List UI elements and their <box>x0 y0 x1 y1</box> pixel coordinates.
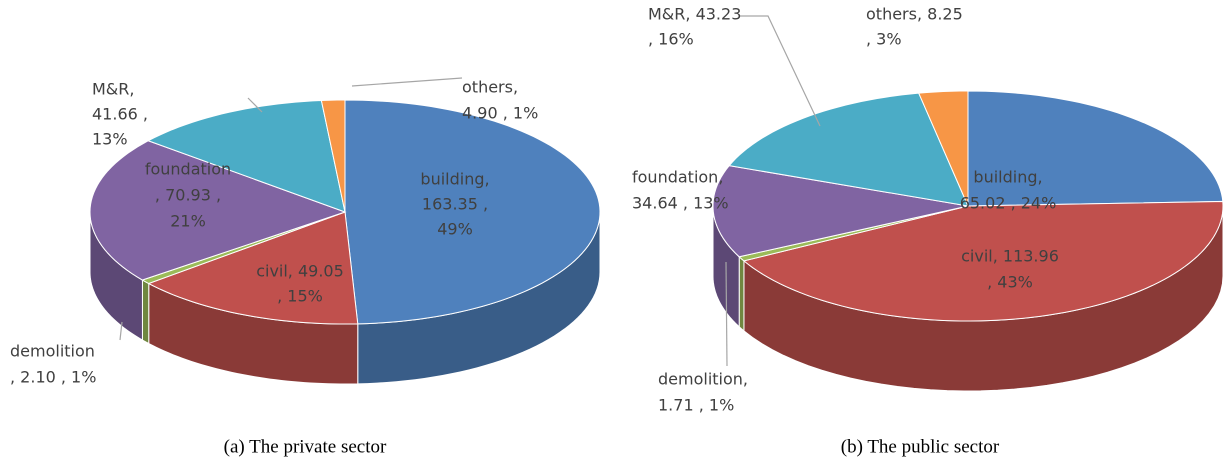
data-label: 4.90 , 1% <box>462 104 538 123</box>
leader-line <box>351 77 463 87</box>
data-label: , 43% <box>987 273 1033 292</box>
data-label: demolition, <box>658 370 748 389</box>
data-label: M&R, <box>92 80 134 99</box>
data-label: 49% <box>437 220 473 239</box>
data-label: , 3% <box>866 30 902 49</box>
slice <box>147 99 346 213</box>
leader-line <box>740 15 821 127</box>
data-label: building, <box>973 168 1042 187</box>
data-label: demolition <box>10 342 95 361</box>
data-label: , 15% <box>277 287 323 306</box>
slice <box>147 211 359 325</box>
slice <box>89 140 347 281</box>
data-label: building, <box>420 170 489 189</box>
slice-side <box>141 279 150 345</box>
data-label: 13% <box>92 130 128 149</box>
slice-side <box>738 255 745 332</box>
slice <box>320 99 346 213</box>
data-label: 21% <box>170 212 206 231</box>
slice <box>742 200 1224 322</box>
data-label: 41.66 , <box>92 105 148 124</box>
data-label: M&R, 43.23 <box>648 5 741 24</box>
data-label: civil, 113.96 <box>961 247 1059 266</box>
data-label: foundation, <box>632 168 723 187</box>
caption: (a) The private sector <box>224 436 387 457</box>
data-label: others, 8.25 <box>866 5 963 24</box>
slice <box>918 90 969 207</box>
leader-line <box>247 97 263 113</box>
data-label: 34.64 , 13% <box>632 194 729 213</box>
slice <box>344 99 601 325</box>
data-label: 1.71 , 1% <box>658 396 734 415</box>
data-label: , 2.10 , 1% <box>10 368 96 387</box>
slice <box>728 92 969 207</box>
data-label: 65.02 , 24% <box>960 194 1057 213</box>
data-label: foundation <box>145 160 231 179</box>
data-label: , 16% <box>648 30 694 49</box>
data-label: , 70.93 , <box>155 186 221 205</box>
slice <box>967 90 1224 207</box>
data-label: others, <box>462 78 518 97</box>
leader-line <box>119 321 123 341</box>
data-label: 163.35 , <box>422 195 488 214</box>
caption: (b) The public sector <box>841 436 1000 457</box>
leader-line <box>725 261 728 367</box>
data-label: civil, 49.05 <box>256 262 344 281</box>
slice <box>712 165 969 258</box>
